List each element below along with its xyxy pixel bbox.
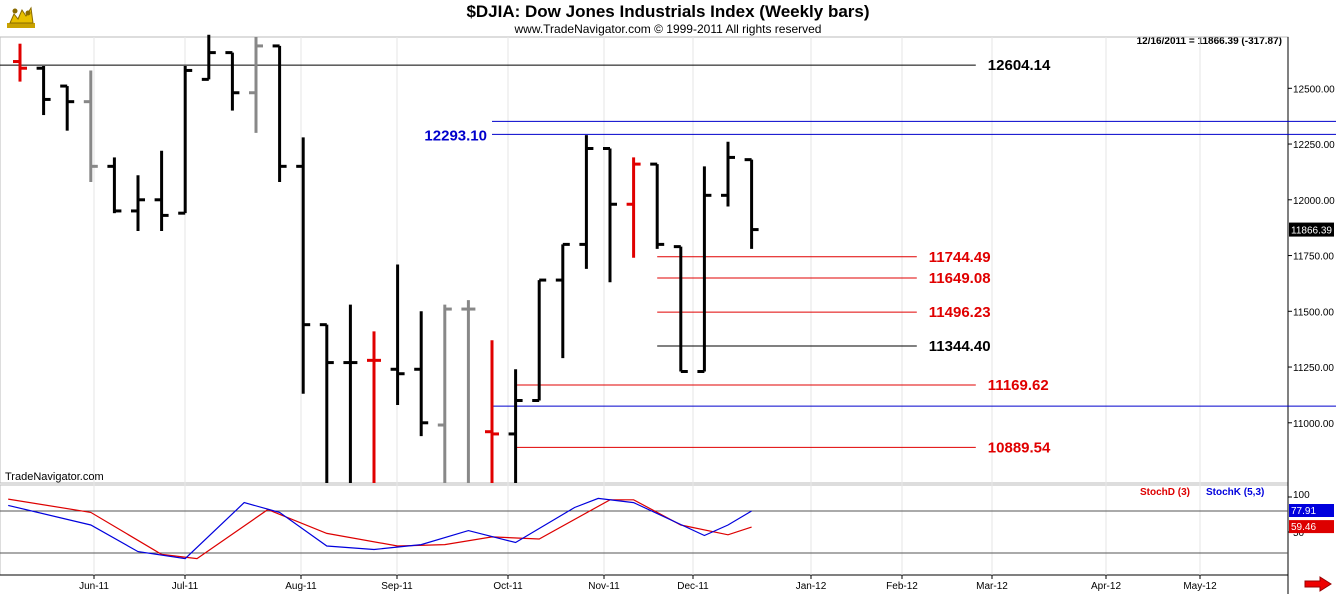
stochd-value-label: 59.46 (1291, 522, 1316, 533)
x-tick-label: Sep-11 (381, 581, 413, 592)
ohlc-bar[interactable] (603, 147, 617, 283)
price-level-label: 11169.62 (988, 377, 1049, 394)
ohlc-bar[interactable] (296, 137, 311, 394)
price-level-label: 11496.23 (929, 304, 991, 321)
ohlc-bar[interactable] (555, 242, 570, 359)
x-tick-label: Oct-11 (493, 581, 523, 592)
ohlc-bar[interactable] (390, 264, 405, 405)
stoch-y-tick-label: 50 (1293, 528, 1305, 539)
ohlc-bar[interactable] (249, 37, 263, 133)
x-tick-label: Apr-12 (1091, 581, 1121, 592)
stoch-y-tick-label: 100 (1293, 490, 1310, 501)
price-level-label: 11344.40 (929, 338, 991, 355)
ohlc-bar[interactable] (201, 34, 216, 81)
last-price-marker (1289, 222, 1334, 237)
stochd-value-marker (1289, 520, 1334, 534)
y-tick-label: 12500.00 (1293, 84, 1335, 95)
x-tick-label: May-12 (1183, 581, 1217, 592)
x-tick-label: Jan-12 (796, 581, 827, 592)
ohlc-bar[interactable] (154, 150, 169, 232)
ohlc-bar[interactable] (343, 304, 358, 483)
stochd-line[interactable] (8, 498, 752, 560)
ohlc-bar[interactable] (437, 304, 452, 483)
y-tick-label: 11500.00 (1293, 307, 1334, 318)
x-tick-label: Feb-12 (886, 581, 918, 592)
x-tick-label: Jun-11 (79, 581, 109, 592)
ohlc-bar[interactable] (579, 135, 594, 269)
last-price-label: 11866.39 (1291, 226, 1332, 237)
ohlc-bar[interactable] (60, 84, 75, 131)
last-bar-info: 12/16/2011 = 11866.39 (-317.87) (1136, 36, 1282, 47)
stochk-value-label: 77.91 (1291, 506, 1316, 517)
ohlc-bar[interactable] (131, 175, 145, 232)
x-tick-label: Mar-12 (976, 581, 1008, 592)
ohlc-bar[interactable] (485, 340, 499, 483)
price-level-label: 12293.10 (424, 127, 487, 144)
stochk-line[interactable] (8, 497, 752, 560)
price-level-label: 10889.54 (988, 439, 1051, 456)
ohlc-bar[interactable] (13, 43, 27, 82)
y-tick-label: 12000.00 (1293, 196, 1335, 207)
watermark: TradeNavigator.com (5, 471, 104, 483)
price-level-label: 11649.08 (929, 270, 991, 287)
y-tick-label: 11000.00 (1293, 419, 1334, 430)
stochastic-panel-frame (0, 484, 1289, 576)
month-gridlines (93, 37, 1201, 579)
ohlc-bars (13, 34, 759, 483)
x-tick-label: Jul-11 (172, 581, 199, 592)
ohlc-bar[interactable] (697, 166, 712, 373)
price-panel-frame (0, 36, 1289, 484)
ohlc-bar[interactable] (367, 331, 381, 483)
ohlc-bar[interactable] (83, 70, 98, 182)
stochk-value-marker (1289, 504, 1334, 517)
ohlc-bar[interactable] (272, 44, 287, 182)
ohlc-bar[interactable] (178, 65, 193, 215)
ohlc-bar[interactable] (414, 311, 429, 437)
stochk-legend: StochK (5,3) (1206, 487, 1264, 498)
bull-and-bear-logo-icon (7, 6, 35, 28)
ohlc-bar[interactable] (532, 278, 547, 402)
copyright-subtitle: www.TradeNavigator.com © 1999-2011 All r… (514, 22, 822, 36)
y-tick-label: 12250.00 (1293, 140, 1335, 151)
x-tick-label: Aug-11 (285, 581, 317, 592)
price-level-label: 12604.14 (988, 57, 1051, 74)
ohlc-bar[interactable] (461, 300, 476, 483)
x-tick-label: Nov-11 (588, 581, 620, 592)
ohlc-bar[interactable] (744, 158, 759, 249)
ohlc-bar[interactable] (673, 245, 688, 373)
red-right-arrow-icon[interactable] (1304, 576, 1332, 592)
price-levels: 12604.1412351.7412293.1011744.4911649.08… (0, 57, 1336, 456)
ohlc-bar[interactable] (36, 65, 51, 116)
stochd-legend: StochD (3) (1140, 487, 1190, 498)
x-tick-label: Dec-11 (677, 581, 709, 592)
ohlc-bar[interactable] (721, 141, 735, 207)
ohlc-bar[interactable] (626, 157, 641, 258)
y-tick-label: 11250.00 (1293, 363, 1334, 374)
y-tick-label: 11750.00 (1293, 252, 1334, 263)
ohlc-bar[interactable] (107, 157, 122, 214)
ohlc-bar[interactable] (319, 323, 334, 483)
ohlc-bar[interactable] (650, 162, 665, 249)
ohlc-bar[interactable] (508, 369, 523, 483)
price-level-label: 11744.49 (929, 249, 991, 266)
ohlc-bar[interactable] (225, 51, 240, 111)
chart-title: $DJIA: Dow Jones Industrials Index (Week… (466, 2, 870, 21)
